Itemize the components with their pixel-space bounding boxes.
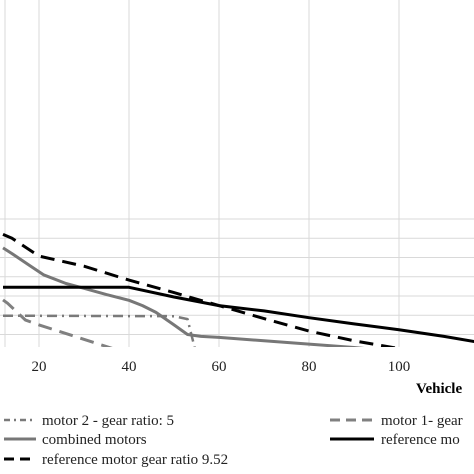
grid [0, 0, 474, 347]
legend: motor 2 - gear ratio: 5 motor 1- gear comb… [4, 413, 463, 468]
x-tick-label: 60 [212, 359, 227, 375]
series-line-2 [2, 298, 113, 347]
x-tick-label: 40 [122, 359, 137, 375]
x-tick-labels: 20 40 60 80 100 [32, 359, 411, 375]
x-axis-title: Vehicle [416, 381, 462, 397]
x-tick-label: 100 [388, 359, 411, 375]
legend-label-5: reference motor gear ratio 9.52 [42, 452, 228, 468]
series-line-1 [2, 314, 196, 347]
legend-label-1: motor 2 - gear ratio: 5 [42, 413, 174, 429]
x-tick-label: 20 [32, 359, 47, 375]
x-tick-label: 80 [302, 359, 317, 375]
legend-label-3: combined motors [42, 432, 147, 448]
plot-area [2, 233, 474, 347]
series-line-5 [2, 233, 400, 347]
legend-label-2: motor 1- gear [381, 413, 463, 429]
series-line-3 [2, 246, 365, 347]
legend-label-4: reference mo [381, 432, 460, 448]
series-line-4 [3, 285, 474, 344]
